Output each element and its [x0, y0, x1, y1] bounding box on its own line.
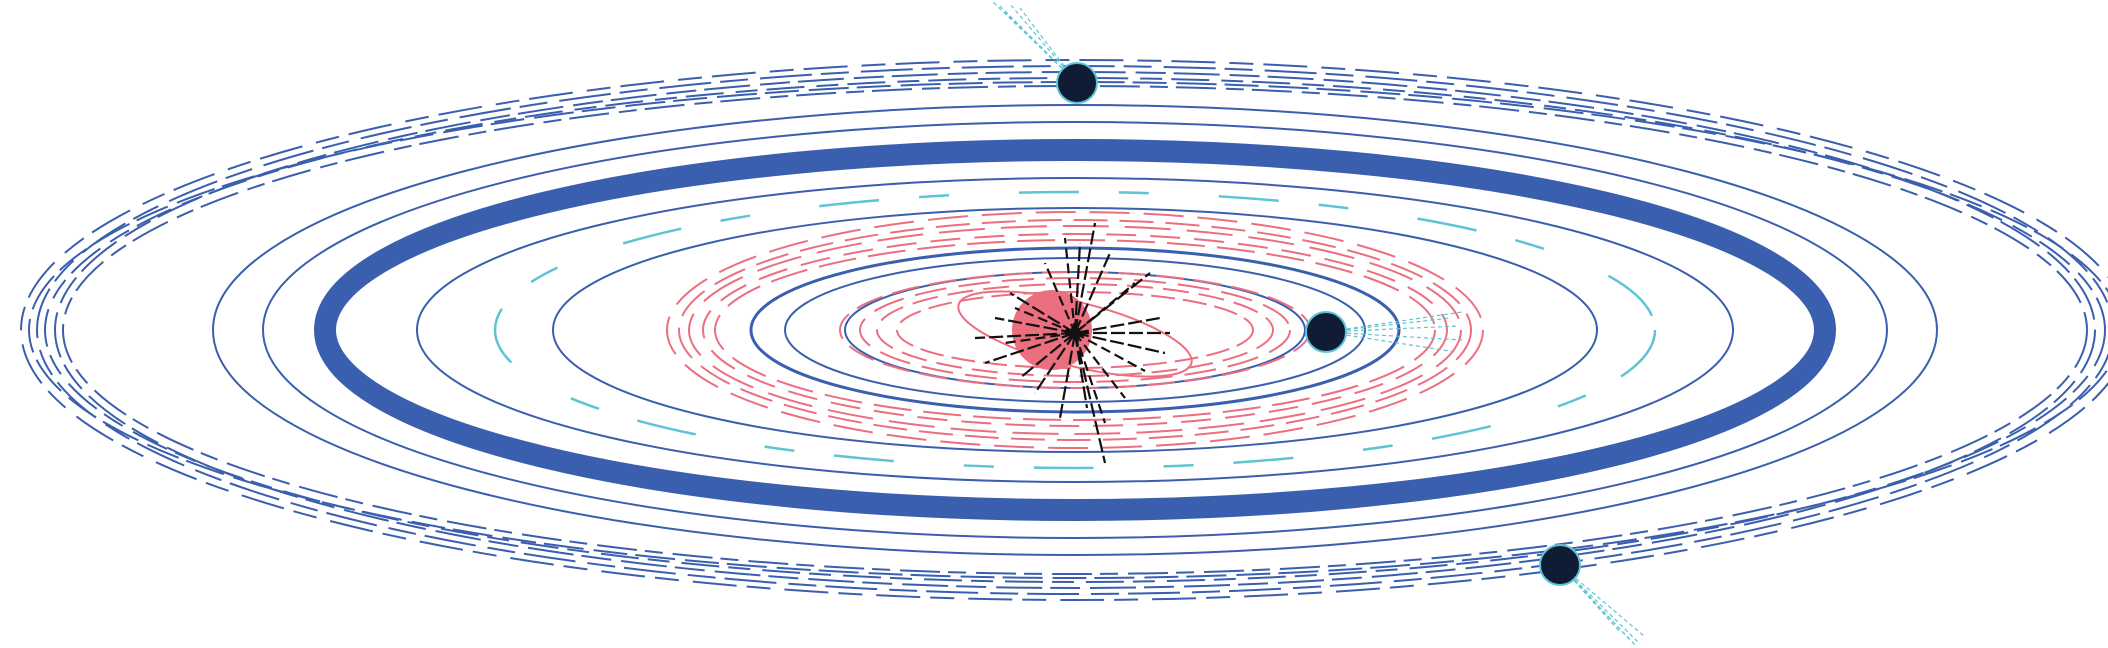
- planet-group: [992, 1, 1645, 647]
- starburst-ray: [1034, 332, 1076, 394]
- inner-solid-ring-4: [784, 257, 1366, 403]
- light-ray: [1559, 564, 1645, 637]
- starburst-ray: [1043, 262, 1077, 334]
- starburst-ray: [1073, 332, 1107, 424]
- inner-solid-ring-2: [552, 207, 1598, 453]
- planet-icon: [1305, 311, 1347, 353]
- starburst-core: [1069, 327, 1081, 339]
- outer-solid-ring-2: [262, 121, 1888, 539]
- pink-outer-ring-5: [714, 239, 1436, 421]
- planet-top: [992, 1, 1098, 104]
- planet-bottom-right: [1539, 544, 1645, 647]
- outer-dashed-ring-1: [54, 71, 2096, 589]
- outer-dashed-ring-4: [28, 81, 2108, 579]
- starburst-ray: [1058, 332, 1077, 419]
- starburst-ray: [1073, 242, 1082, 334]
- starburst-ray: [1009, 292, 1076, 334]
- light-ray: [1325, 331, 1457, 353]
- pink-inner-ring-2: [859, 277, 1291, 383]
- pink-outer-ring-1: [666, 211, 1484, 449]
- starburst-ray: [1004, 331, 1076, 345]
- starburst-ray: [1074, 272, 1151, 334]
- light-ray: [1559, 564, 1641, 645]
- central-star-group: [974, 222, 1170, 464]
- starburst-ray: [1073, 252, 1112, 334]
- starburst-ray: [1074, 316, 1161, 335]
- light-ray: [1325, 331, 1463, 341]
- pink-outer-ring-4: [702, 233, 1448, 427]
- starburst-ray: [984, 331, 1076, 365]
- light-ray: [1559, 564, 1637, 647]
- pink-outer-ring-3: [688, 225, 1462, 435]
- starburst-ray: [1073, 222, 1097, 334]
- planet-middle-right: [1305, 311, 1463, 353]
- starburst-ray: [1019, 332, 1076, 379]
- inner-solid-ring-1: [416, 177, 1734, 483]
- starburst-ray: [1074, 332, 1126, 399]
- planet-icon: [1056, 62, 1098, 104]
- starburst-ray: [974, 331, 1076, 340]
- starburst-ray: [1063, 237, 1077, 334]
- starburst-ray: [1073, 332, 1107, 464]
- starburst-icon: [974, 222, 1170, 464]
- outer-dashed-ring-5: [20, 59, 2108, 601]
- starburst-ray: [1074, 331, 1166, 355]
- pink-outer-ring-2: [678, 219, 1472, 441]
- light-ray: [1325, 311, 1463, 333]
- inner-solid-ring-3: [749, 246, 1401, 414]
- starburst-ray: [1074, 332, 1146, 372]
- light-ray: [992, 1, 1078, 84]
- starburst-ray: [1014, 306, 1076, 335]
- pink-inner-ring-3: [876, 283, 1274, 377]
- outer-solid-ring-1: [212, 104, 1938, 556]
- planet-icon: [1539, 544, 1581, 586]
- light-ray: [1325, 325, 1459, 333]
- pink-inner-ring-4: [896, 291, 1254, 369]
- thick-blue-ring: [314, 139, 1836, 521]
- starburst-ray: [994, 316, 1076, 335]
- cyan-dashed-ring: [493, 190, 1657, 470]
